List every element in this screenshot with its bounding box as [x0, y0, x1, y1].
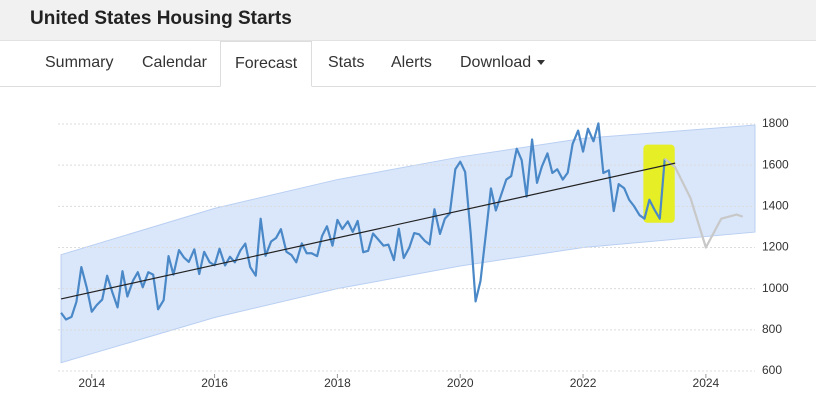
tab[interactable]: Alerts: [391, 54, 432, 71]
y-tick-label: 600: [762, 363, 782, 377]
tab[interactable]: Summary: [45, 54, 114, 71]
y-tick-label: 1000: [762, 281, 789, 295]
x-tick-label: 2022: [570, 376, 597, 390]
series-line: [60, 122, 666, 321]
header: United States Housing Starts: [0, 0, 816, 41]
y-tick-label: 1400: [762, 199, 789, 213]
y-tick-label: 1800: [762, 116, 789, 130]
x-tick-label: 2024: [693, 376, 720, 390]
x-tick-label: 2014: [78, 376, 105, 390]
series-line: [60, 162, 676, 300]
y-tick-label: 1200: [762, 240, 789, 254]
highlight: [643, 144, 675, 223]
tab[interactable]: Calendar: [142, 54, 207, 71]
tab-label: Download: [460, 54, 532, 71]
tab[interactable]: Stats: [328, 54, 365, 71]
x-tick-label: 2020: [447, 376, 474, 390]
y-tick-label: 1600: [762, 157, 789, 171]
x-tick-label: 2018: [324, 376, 351, 390]
series-line: [664, 157, 744, 249]
tab-active[interactable]: Forecast: [220, 41, 313, 87]
tab-bar: Summary Calendar Forecast Stats Alerts D…: [0, 41, 816, 87]
chart: 600 800 1000 1200 1400 1600 1800 2014 2016 2018 20…: [58, 116, 789, 390]
confidence-band: [60, 124, 756, 364]
page-title: United States Housing Starts: [30, 8, 292, 29]
tab-dropdown[interactable]: Download: [446, 41, 559, 86]
y-tick-label: 800: [762, 322, 782, 336]
caret-icon: [537, 60, 546, 66]
x-tick-label: 2016: [201, 376, 228, 390]
